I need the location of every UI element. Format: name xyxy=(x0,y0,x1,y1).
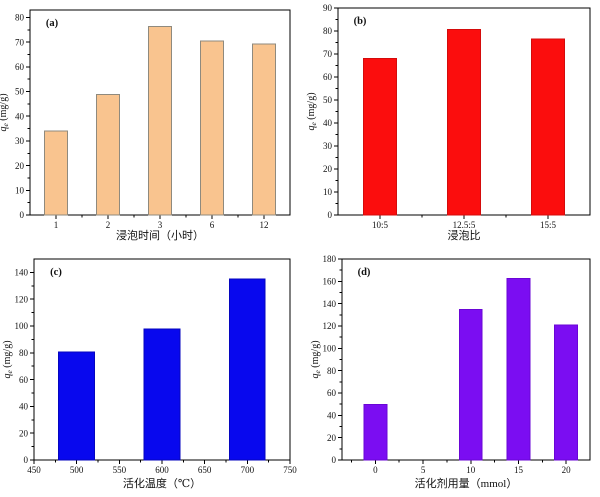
svg-text:40: 40 xyxy=(323,118,333,128)
svg-text:750: 750 xyxy=(283,465,297,475)
svg-text:(b): (b) xyxy=(354,16,367,27)
svg-text:40: 40 xyxy=(19,402,29,412)
svg-text:60: 60 xyxy=(323,72,333,82)
svg-text:活化剂用量（mmol）: 活化剂用量（mmol） xyxy=(415,476,518,490)
svg-text:qe (mg/g): qe (mg/g) xyxy=(2,340,14,378)
svg-text:600: 600 xyxy=(155,465,169,475)
svg-text:12: 12 xyxy=(260,220,269,230)
svg-text:700: 700 xyxy=(241,465,255,475)
svg-text:80: 80 xyxy=(327,366,337,376)
svg-text:20: 20 xyxy=(19,428,29,438)
svg-text:80: 80 xyxy=(15,13,25,23)
svg-text:60: 60 xyxy=(327,388,337,398)
svg-text:(d): (d) xyxy=(358,267,371,278)
svg-text:10: 10 xyxy=(466,465,476,475)
svg-text:120: 120 xyxy=(15,294,29,304)
svg-text:120: 120 xyxy=(323,321,337,331)
svg-text:20: 20 xyxy=(15,161,25,171)
svg-text:2: 2 xyxy=(106,220,111,230)
svg-text:15:5: 15:5 xyxy=(540,220,557,230)
svg-text:15: 15 xyxy=(514,465,524,475)
svg-text:100: 100 xyxy=(15,321,29,331)
svg-text:10: 10 xyxy=(15,186,25,196)
svg-text:60: 60 xyxy=(15,62,25,72)
svg-text:30: 30 xyxy=(323,141,333,151)
chart-panel-b: 0 10 20 30 40 50 60 70 80 90 10:5 12.5:5 15:5 (b) 浸泡比 q… xyxy=(300,0,600,249)
svg-text:0: 0 xyxy=(24,455,29,465)
svg-text:70: 70 xyxy=(15,37,25,47)
svg-text:40: 40 xyxy=(15,111,25,121)
svg-text:1: 1 xyxy=(54,220,59,230)
svg-text:0: 0 xyxy=(373,465,378,475)
svg-text:80: 80 xyxy=(19,348,29,358)
svg-text:50: 50 xyxy=(15,87,25,97)
svg-text:qe (mg/g): qe (mg/g) xyxy=(310,340,322,378)
chart-panel-c: 0 20 40 60 80 100 120 140 450 500 550 600 650 700 750 (… xyxy=(0,249,300,497)
svg-text:qe (mg/g): qe (mg/g) xyxy=(0,93,10,131)
svg-text:5: 5 xyxy=(421,465,426,475)
svg-text:10:5: 10:5 xyxy=(372,220,389,230)
svg-text:浸泡时间（小时）: 浸泡时间（小时） xyxy=(116,228,204,242)
svg-text:90: 90 xyxy=(323,3,333,13)
svg-text:50: 50 xyxy=(323,95,333,105)
svg-text:20: 20 xyxy=(562,465,572,475)
svg-text:0: 0 xyxy=(328,210,333,220)
svg-text:(c): (c) xyxy=(50,267,62,278)
svg-text:30: 30 xyxy=(15,136,25,146)
svg-text:6: 6 xyxy=(210,220,215,230)
svg-text:550: 550 xyxy=(113,465,127,475)
svg-text:20: 20 xyxy=(327,433,337,443)
svg-text:160: 160 xyxy=(323,277,337,287)
svg-text:80: 80 xyxy=(323,26,333,36)
svg-text:180: 180 xyxy=(323,254,337,264)
chart-panel-d: 0 20 40 60 80 100 120 140 160 180 0 5 10 15 20 (d) 活化剂用量… xyxy=(300,249,600,497)
svg-text:140: 140 xyxy=(15,268,29,278)
svg-text:0: 0 xyxy=(332,455,337,465)
svg-text:450: 450 xyxy=(27,465,41,475)
bar-chart-d: 0 20 40 60 80 100 120 140 160 180 0 5 10 15 20 (d) 活化剂用量… xyxy=(310,254,591,490)
svg-text:活化温度（℃）: 活化温度（℃） xyxy=(123,476,201,490)
svg-text:qe (mg/g): qe (mg/g) xyxy=(306,92,318,130)
svg-text:140: 140 xyxy=(323,299,337,309)
svg-text:40: 40 xyxy=(327,411,337,421)
bar-chart-c: 0 20 40 60 80 100 120 140 450 500 550 600 650 700 750 (… xyxy=(2,258,297,490)
svg-text:(a): (a) xyxy=(46,18,59,29)
svg-text:3: 3 xyxy=(158,220,163,230)
svg-text:12.5:5: 12.5:5 xyxy=(453,220,476,230)
svg-text:浸泡比: 浸泡比 xyxy=(448,228,481,242)
svg-text:10: 10 xyxy=(323,187,333,197)
bar-chart-b: 0 10 20 30 40 50 60 70 80 90 10:5 12.5:5 15:5 (b) 浸泡比 q… xyxy=(306,3,591,242)
svg-text:20: 20 xyxy=(323,164,333,174)
svg-text:100: 100 xyxy=(323,344,337,354)
svg-text:70: 70 xyxy=(323,49,333,59)
svg-text:0: 0 xyxy=(20,210,25,220)
svg-text:60: 60 xyxy=(19,375,29,385)
svg-text:500: 500 xyxy=(70,465,84,475)
svg-text:650: 650 xyxy=(198,465,212,475)
